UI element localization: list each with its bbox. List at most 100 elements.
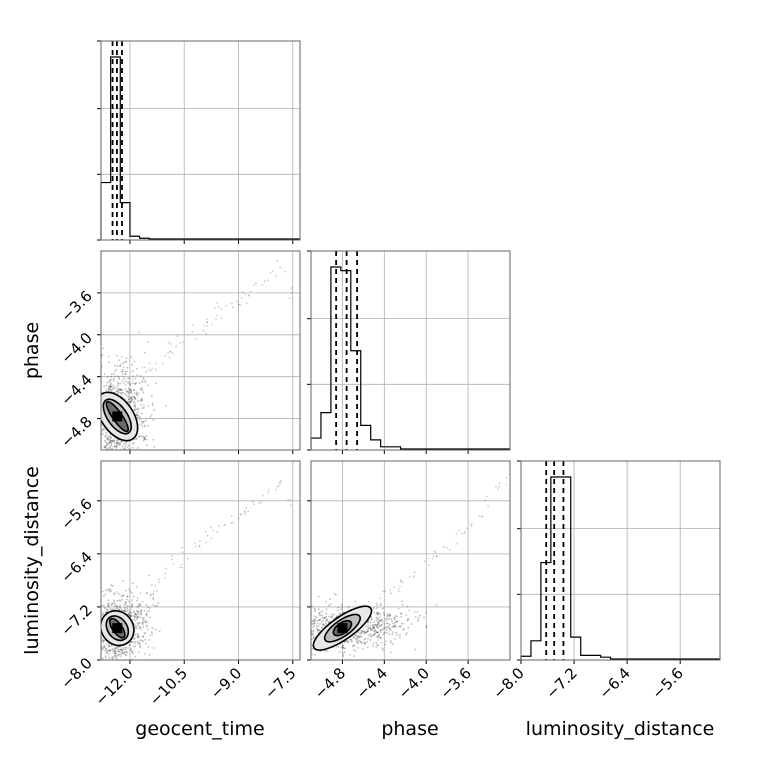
- sample-point: [94, 641, 96, 643]
- sample-point: [99, 618, 101, 620]
- sample-point: [323, 616, 326, 619]
- sample-point: [110, 378, 112, 381]
- sample-point: [98, 405, 100, 407]
- sample-point: [93, 418, 95, 420]
- sample-point: [98, 394, 100, 396]
- sample-point: [124, 608, 127, 611]
- sample-point: [142, 626, 145, 629]
- sample-point: [295, 657, 297, 659]
- sample-point: [140, 669, 142, 671]
- sample-point: [93, 638, 95, 640]
- sample-point: [133, 637, 136, 640]
- sample-point: [379, 637, 382, 640]
- sample-point: [370, 636, 372, 638]
- x-tick-label: −4.0: [395, 664, 433, 702]
- sample-point: [115, 662, 117, 664]
- sample-point: [92, 411, 94, 413]
- sample-point: [357, 635, 360, 638]
- sample-point: [130, 356, 133, 359]
- sample-point: [109, 649, 111, 652]
- sample-point: [112, 386, 115, 389]
- sample-point: [215, 318, 217, 321]
- sample-point: [135, 393, 138, 396]
- sample-point: [116, 445, 118, 448]
- sample-point: [300, 635, 302, 637]
- sample-point: [498, 486, 501, 488]
- sample-point: [109, 385, 112, 387]
- sample-point: [95, 462, 97, 464]
- sample-point: [198, 545, 201, 548]
- sample-point: [288, 620, 290, 622]
- sample-point: [340, 603, 343, 606]
- sample-point: [253, 503, 256, 506]
- sample-point: [115, 390, 118, 393]
- sample-point: [277, 625, 279, 627]
- sample-point: [111, 439, 114, 442]
- sample-point: [106, 444, 109, 446]
- sample-point: [388, 589, 391, 591]
- sample-point: [104, 441, 107, 443]
- sample-point: [162, 362, 164, 365]
- x-tick-label: −9.0: [207, 664, 245, 702]
- sample-point: [142, 622, 145, 624]
- sample-point: [111, 451, 113, 453]
- sample-point: [328, 598, 331, 601]
- sample-point: [91, 637, 93, 639]
- sample-point: [98, 432, 100, 434]
- sample-point: [101, 648, 104, 651]
- sample-point: [277, 620, 279, 622]
- sample-point: [107, 644, 110, 647]
- sample-point: [133, 397, 136, 400]
- sample-point: [342, 646, 344, 649]
- sample-point: [136, 617, 139, 619]
- sample-point: [121, 362, 124, 365]
- sample-point: [307, 631, 309, 633]
- sample-point: [153, 409, 156, 411]
- sample-point: [297, 628, 299, 630]
- sample-point: [285, 619, 287, 621]
- sample-point: [343, 651, 346, 654]
- sample-point: [133, 623, 136, 626]
- sample-point: [89, 633, 91, 635]
- sample-point: [301, 627, 303, 629]
- sample-point: [297, 636, 299, 638]
- sample-point: [140, 435, 143, 438]
- sample-point: [265, 619, 267, 621]
- sample-point: [367, 634, 370, 637]
- sample-point: [400, 612, 403, 615]
- sample-point: [109, 385, 111, 388]
- sample-point: [102, 432, 104, 435]
- sample-point: [119, 453, 121, 455]
- sample-point: [394, 621, 396, 624]
- sample-point: [386, 614, 389, 617]
- sample-point: [118, 388, 121, 391]
- sample-point: [140, 452, 142, 454]
- panel-frame: [520, 460, 721, 661]
- sample-point: [180, 563, 183, 566]
- sample-point: [99, 389, 101, 391]
- sample-point: [230, 522, 233, 524]
- sample-point: [133, 610, 136, 613]
- sample-point: [112, 648, 114, 650]
- sample-point: [356, 638, 358, 641]
- sample-point: [360, 635, 363, 638]
- sample-point: [125, 361, 128, 363]
- sample-point: [396, 615, 399, 618]
- sample-point: [306, 621, 308, 623]
- sample-point: [152, 593, 155, 595]
- sample-point: [485, 495, 488, 498]
- sample-point: [377, 631, 380, 634]
- sample-point: [389, 623, 391, 626]
- sample-point: [140, 398, 143, 400]
- sample-point: [359, 641, 362, 643]
- sample-point: [288, 297, 291, 299]
- x-tick-label: −7.5: [261, 664, 299, 702]
- sample-point: [384, 643, 387, 646]
- sample-point: [120, 441, 123, 443]
- sample-point: [279, 481, 281, 484]
- sample-point: [423, 560, 426, 563]
- sample-point: [94, 630, 96, 632]
- sample-point: [167, 352, 170, 354]
- sample-point: [96, 415, 98, 417]
- sample-point: [366, 630, 369, 633]
